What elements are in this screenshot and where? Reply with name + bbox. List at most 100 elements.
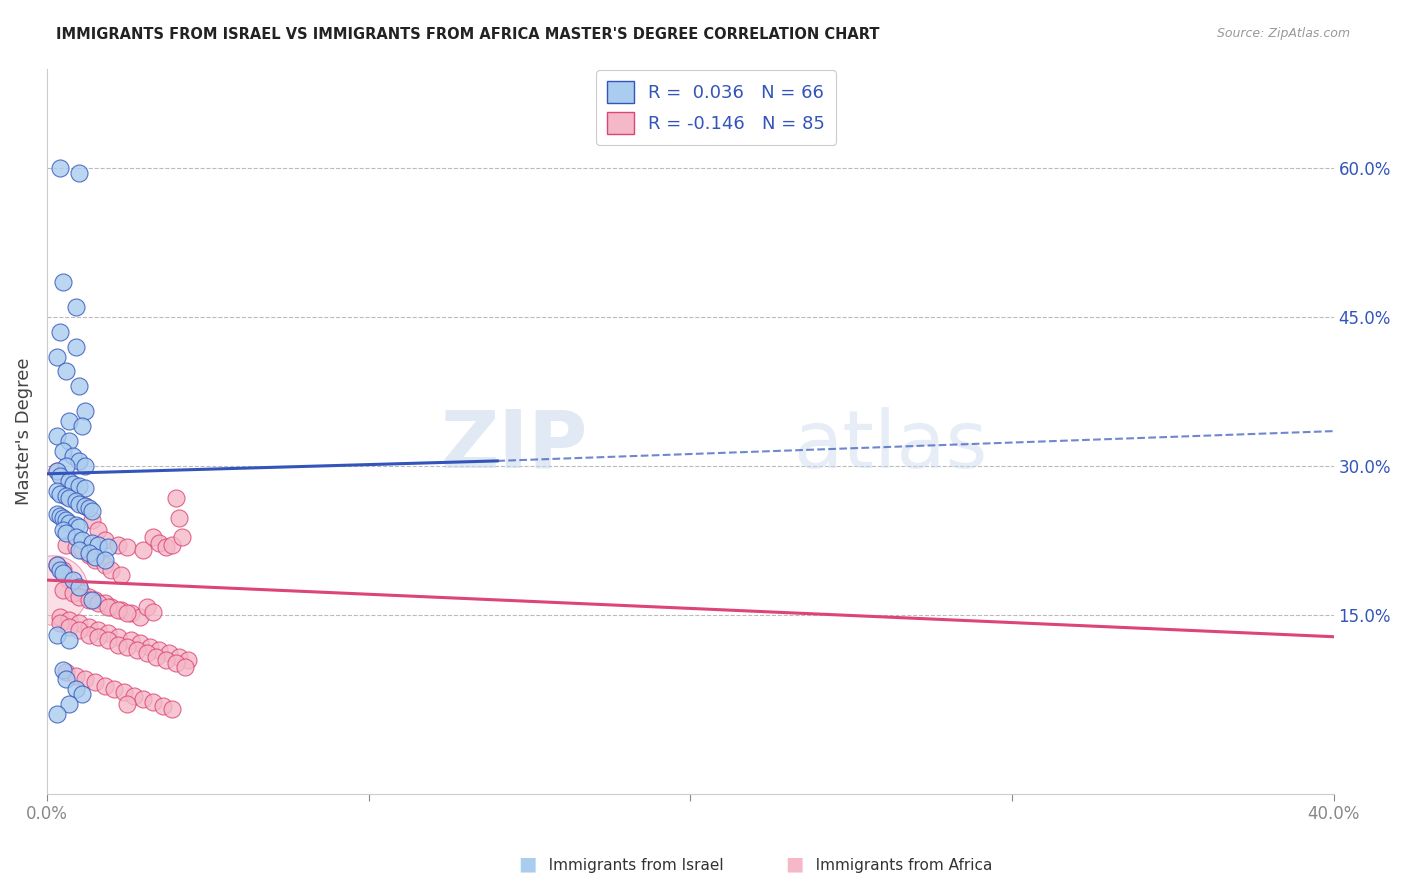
Point [45,464,67,478]
Point [94,558,117,573]
Point [49,468,72,483]
Point [97,541,120,555]
Text: Immigrants from Africa: Immigrants from Africa [801,858,993,872]
Point [94,533,117,548]
Point [148,642,170,657]
Point [75,404,97,418]
Point [162,702,184,716]
Point [65,300,87,314]
Point [55,673,77,687]
Point [107,538,129,552]
Point [58,516,80,531]
Point [110,568,132,582]
Point [58,613,80,627]
Point [67,615,90,630]
Point [112,685,135,699]
Point [49,563,72,577]
Point [87,630,110,644]
Point [65,530,87,544]
Point [49,161,72,175]
Text: ZIP: ZIP [440,407,588,484]
Point [80,536,103,550]
Point [65,493,87,508]
Point [67,623,90,637]
Text: ■: ■ [785,855,804,873]
Point [67,454,90,468]
Point [52,275,75,289]
Point [67,379,90,393]
Y-axis label: Master's Degree: Master's Degree [15,358,32,505]
Text: Source: ZipAtlas.com: Source: ZipAtlas.com [1216,27,1350,40]
Point [125,642,148,657]
Point [72,419,94,434]
Point [97,632,120,647]
Point [67,479,90,493]
Point [80,514,103,528]
Point [58,620,80,634]
Point [152,699,174,714]
Point [167,510,190,524]
Point [67,543,90,558]
Point [72,586,94,600]
Point [170,530,193,544]
Point [45,350,67,364]
Point [135,599,157,614]
Point [67,590,90,604]
Point [49,615,72,630]
Point [77,590,100,604]
Point [77,620,100,634]
Point [142,695,165,709]
Point [80,503,103,517]
Point [55,489,77,503]
Point [87,538,110,552]
Point [120,632,142,647]
Point [45,483,67,498]
Point [65,518,87,533]
Point [58,474,80,488]
Point [77,593,100,607]
Point [62,573,84,587]
Point [65,580,87,594]
Point [77,548,100,562]
Point [45,707,67,722]
Point [87,524,110,538]
Point [148,536,170,550]
Point [45,558,67,573]
Point [77,628,100,642]
Point [52,582,75,597]
Point [155,652,177,666]
Point [77,546,100,560]
Point [120,606,142,620]
Point [65,340,87,354]
Point [55,526,77,541]
Point [45,464,67,478]
Point [122,690,145,704]
Point [45,628,67,642]
Point [107,638,129,652]
Legend: R =  0.036   N = 66, R = -0.146   N = 85: R = 0.036 N = 66, R = -0.146 N = 85 [596,70,837,145]
Point [49,610,72,624]
Text: Immigrants from Israel: Immigrants from Israel [534,858,724,872]
Point [65,541,87,555]
Point [58,698,80,712]
Point [84,675,107,690]
Point [67,520,90,534]
Point [75,499,97,513]
Point [165,656,187,670]
Point [155,541,177,555]
Point [87,623,110,637]
Point [67,166,90,180]
Point [97,599,120,614]
Point [75,481,97,495]
Point [94,679,117,693]
Point [117,640,139,654]
Point [58,491,80,505]
Point [58,632,80,647]
Point [157,646,180,660]
Point [77,500,100,515]
Text: ■: ■ [517,855,537,873]
Point [49,325,72,339]
Point [52,524,75,538]
Point [129,635,152,649]
Point [45,558,67,573]
